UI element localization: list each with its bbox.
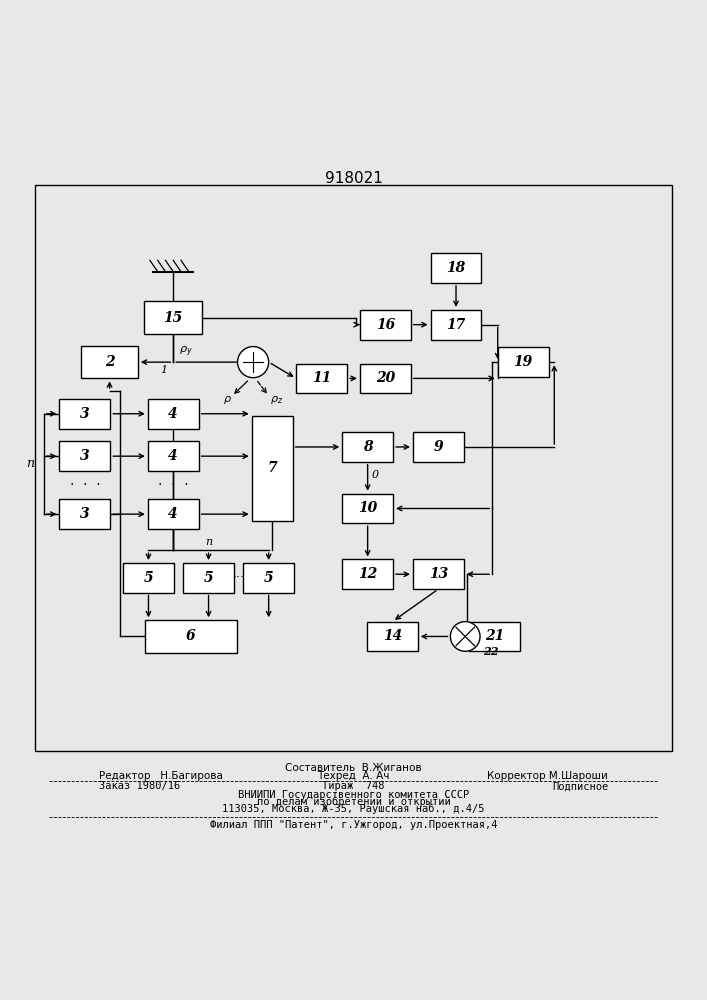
Text: 4: 4 <box>168 449 178 463</box>
Text: Тираж  748: Тираж 748 <box>322 781 385 791</box>
Text: 3: 3 <box>80 507 90 521</box>
Bar <box>367 622 418 651</box>
Text: ···: ··· <box>233 571 245 584</box>
Text: 4: 4 <box>168 507 178 521</box>
Bar <box>413 432 464 462</box>
Text: ВНИИПИ Государственного комитета СССР: ВНИИПИ Государственного комитета СССР <box>238 790 469 800</box>
Text: 21: 21 <box>485 629 505 643</box>
Bar <box>342 494 393 523</box>
Text: 13: 13 <box>428 567 448 581</box>
Bar <box>469 622 520 651</box>
Text: 12: 12 <box>358 567 378 581</box>
Text: 22: 22 <box>483 646 498 657</box>
Text: 2: 2 <box>105 355 115 369</box>
Text: 1: 1 <box>160 365 168 375</box>
Text: Филиал ППП "Патент", г.Ужгород, ул.Проектная,4: Филиал ППП "Патент", г.Ужгород, ул.Проек… <box>210 820 497 830</box>
Bar <box>360 310 411 340</box>
Text: $\rho_z$: $\rho_z$ <box>270 394 284 406</box>
Bar <box>59 441 110 471</box>
Text: Подписное: Подписное <box>551 781 608 791</box>
Bar <box>148 441 199 471</box>
Text: Редактор   Н.Багирова: Редактор Н.Багирова <box>99 771 223 781</box>
Bar <box>183 563 234 593</box>
Bar <box>243 563 294 593</box>
Text: 5: 5 <box>204 571 214 585</box>
Circle shape <box>450 622 480 651</box>
Circle shape <box>238 347 269 378</box>
Text: n: n <box>205 537 212 547</box>
Text: 9: 9 <box>433 440 443 454</box>
Text: Техред  А. Ач: Техред А. Ач <box>317 771 390 781</box>
Bar <box>413 559 464 589</box>
Text: Заказ 1980/16: Заказ 1980/16 <box>99 781 180 791</box>
Bar <box>144 301 202 334</box>
Bar <box>59 399 110 429</box>
Text: 15: 15 <box>163 311 183 325</box>
Bar <box>148 499 199 529</box>
Text: $\rho_y$: $\rho_y$ <box>179 345 192 359</box>
Text: 918021: 918021 <box>325 171 382 186</box>
Text: 18: 18 <box>446 261 466 275</box>
Text: 20: 20 <box>375 371 395 385</box>
Bar <box>498 347 549 377</box>
Bar <box>360 364 411 393</box>
Text: 113035, Москва, Ж-35, Раушская наб., д.4/5: 113035, Москва, Ж-35, Раушская наб., д.4… <box>222 804 485 814</box>
Bar <box>431 310 481 340</box>
Bar <box>59 499 110 529</box>
Text: 3: 3 <box>80 407 90 421</box>
Bar <box>35 185 672 751</box>
Text: n: n <box>25 457 34 470</box>
Bar <box>431 253 481 283</box>
Text: ·  ·  ·: · · · <box>69 478 100 492</box>
Text: по делам изобретений и открытий: по делам изобретений и открытий <box>257 797 450 807</box>
Text: 14: 14 <box>382 629 402 643</box>
Text: ·  ·  ·: · · · <box>158 478 189 492</box>
Text: 5: 5 <box>264 571 274 585</box>
Bar <box>148 399 199 429</box>
Text: 4: 4 <box>168 407 178 421</box>
Text: 3: 3 <box>80 449 90 463</box>
Text: 7: 7 <box>267 461 277 475</box>
Text: 6: 6 <box>186 629 196 643</box>
Text: 5: 5 <box>144 571 153 585</box>
Bar <box>145 620 237 653</box>
Bar <box>296 364 347 393</box>
Text: 19: 19 <box>513 355 533 369</box>
Text: 0: 0 <box>372 470 379 480</box>
Text: 11: 11 <box>312 371 332 385</box>
Text: 10: 10 <box>358 501 378 515</box>
Text: 8: 8 <box>363 440 373 454</box>
Text: $\rho$: $\rho$ <box>223 394 233 406</box>
Bar <box>252 416 293 521</box>
Text: 17: 17 <box>446 318 466 332</box>
Text: 16: 16 <box>375 318 395 332</box>
Text: Составитель  В.Жиганов: Составитель В.Жиганов <box>285 763 422 773</box>
Bar <box>123 563 174 593</box>
Bar <box>342 559 393 589</box>
Bar <box>342 432 393 462</box>
Text: Корректор М.Шароши: Корректор М.Шароши <box>487 771 608 781</box>
Bar <box>81 346 138 378</box>
